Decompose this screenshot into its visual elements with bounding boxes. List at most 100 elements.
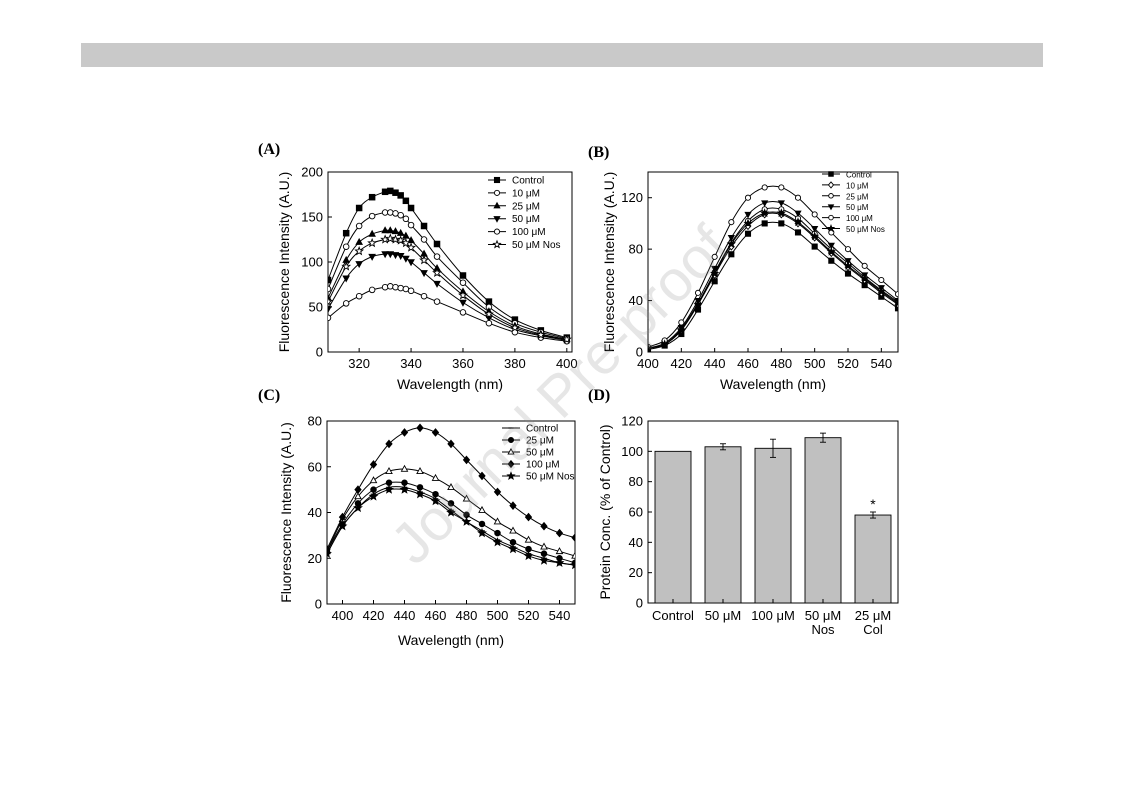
data-point [794, 194, 802, 201]
y-tick-label: 60 [308, 459, 322, 474]
data-point [400, 237, 411, 248]
data-point [894, 291, 898, 298]
y-tick-label: 40 [629, 293, 643, 308]
data-point [391, 227, 400, 235]
x-tick-label: 460 [425, 608, 447, 623]
x-tick-label: 420 [670, 356, 692, 371]
data-point [407, 287, 415, 295]
data-point [420, 236, 428, 243]
series-3 [328, 251, 571, 345]
series-4 [328, 283, 571, 345]
plot-frame [647, 171, 899, 353]
data-point [368, 193, 376, 201]
x-axis: 400 420 440 460 480 500 520 540 [637, 348, 892, 371]
data-point [433, 240, 441, 248]
y-axis-title: Fluorescence Intensity (A.U.) [278, 422, 294, 603]
data-point [693, 299, 703, 309]
y-tick-label: 100 [621, 444, 643, 459]
legend-marker [507, 459, 515, 469]
data-point [509, 322, 520, 332]
data-point [430, 495, 441, 506]
y-tick-label: 80 [629, 474, 643, 489]
data-point [433, 280, 441, 288]
data-point [368, 491, 379, 501]
data-point [400, 428, 409, 437]
panel-label: (D) [588, 387, 610, 404]
data-point [419, 255, 429, 265]
data-point [407, 204, 415, 212]
data-point [354, 492, 362, 500]
legend-marker [828, 193, 834, 199]
data-point [416, 423, 424, 433]
data-point [399, 484, 410, 494]
x-tick-label: 500 [487, 608, 509, 623]
data-point [776, 208, 786, 218]
x-tick-label: 440 [704, 356, 726, 371]
x-tick-label: 480 [770, 356, 792, 371]
data-point [571, 551, 575, 559]
x-tick-label: 460 [737, 356, 759, 371]
y-axis-title: Protein Conc. (% of Control) [597, 424, 613, 599]
data-point [385, 233, 396, 243]
data-point [484, 309, 494, 319]
data-point [711, 278, 718, 285]
data-point [811, 243, 818, 250]
data-point [794, 229, 802, 236]
legend-marker [493, 201, 501, 209]
y-tick-label: 0 [315, 597, 322, 612]
significance-mark: * [870, 496, 876, 512]
data-point [390, 234, 401, 244]
data-point [420, 292, 428, 300]
data-point [391, 252, 400, 260]
series-0 [328, 187, 571, 341]
data-point [342, 229, 350, 237]
data-point [387, 209, 394, 216]
x-tick-label: 320 [348, 356, 370, 371]
y-axis: 0 50 100 150 200 [301, 165, 332, 360]
series-line [328, 238, 567, 340]
data-point [402, 255, 410, 263]
data-point [493, 517, 502, 525]
data-point [355, 222, 363, 230]
y-tick-label: 40 [308, 505, 322, 520]
data-point [459, 299, 467, 307]
data-point [539, 555, 549, 565]
data-point [459, 309, 467, 316]
data-point [384, 484, 394, 494]
data-point [341, 261, 352, 271]
data-point [433, 253, 441, 260]
bar [654, 450, 692, 604]
data-point [485, 298, 493, 305]
data-point [811, 211, 818, 218]
data-point [338, 512, 347, 522]
data-point [328, 314, 332, 322]
data-point [447, 439, 455, 449]
data-point [728, 219, 735, 226]
data-point [381, 251, 389, 259]
legend-marker [507, 436, 515, 444]
legend-label: 50 μM Nos [846, 225, 885, 234]
legend-label: 50 μM Nos [526, 472, 575, 483]
legend-label: 50 μM [512, 214, 540, 225]
data-point [397, 284, 404, 292]
data-point [369, 476, 378, 484]
x-tick-label: Control [652, 608, 694, 623]
legend-marker [827, 204, 835, 211]
data-point [561, 334, 572, 344]
x-tick-label: 520 [837, 356, 859, 371]
data-point [447, 500, 455, 507]
data-point [386, 226, 395, 234]
legend-marker [827, 181, 835, 189]
data-point [381, 226, 389, 234]
x-tick-label: 380 [504, 356, 526, 371]
data-point [431, 473, 440, 481]
data-point [508, 543, 518, 554]
data-point [433, 298, 441, 305]
data-point [406, 242, 416, 252]
x-axis-title: Wavelength (nm) [397, 376, 503, 392]
data-point [878, 276, 885, 284]
data-point [761, 184, 768, 191]
y-tick-label: 40 [629, 535, 643, 550]
x-tick-label: 340 [400, 356, 422, 371]
